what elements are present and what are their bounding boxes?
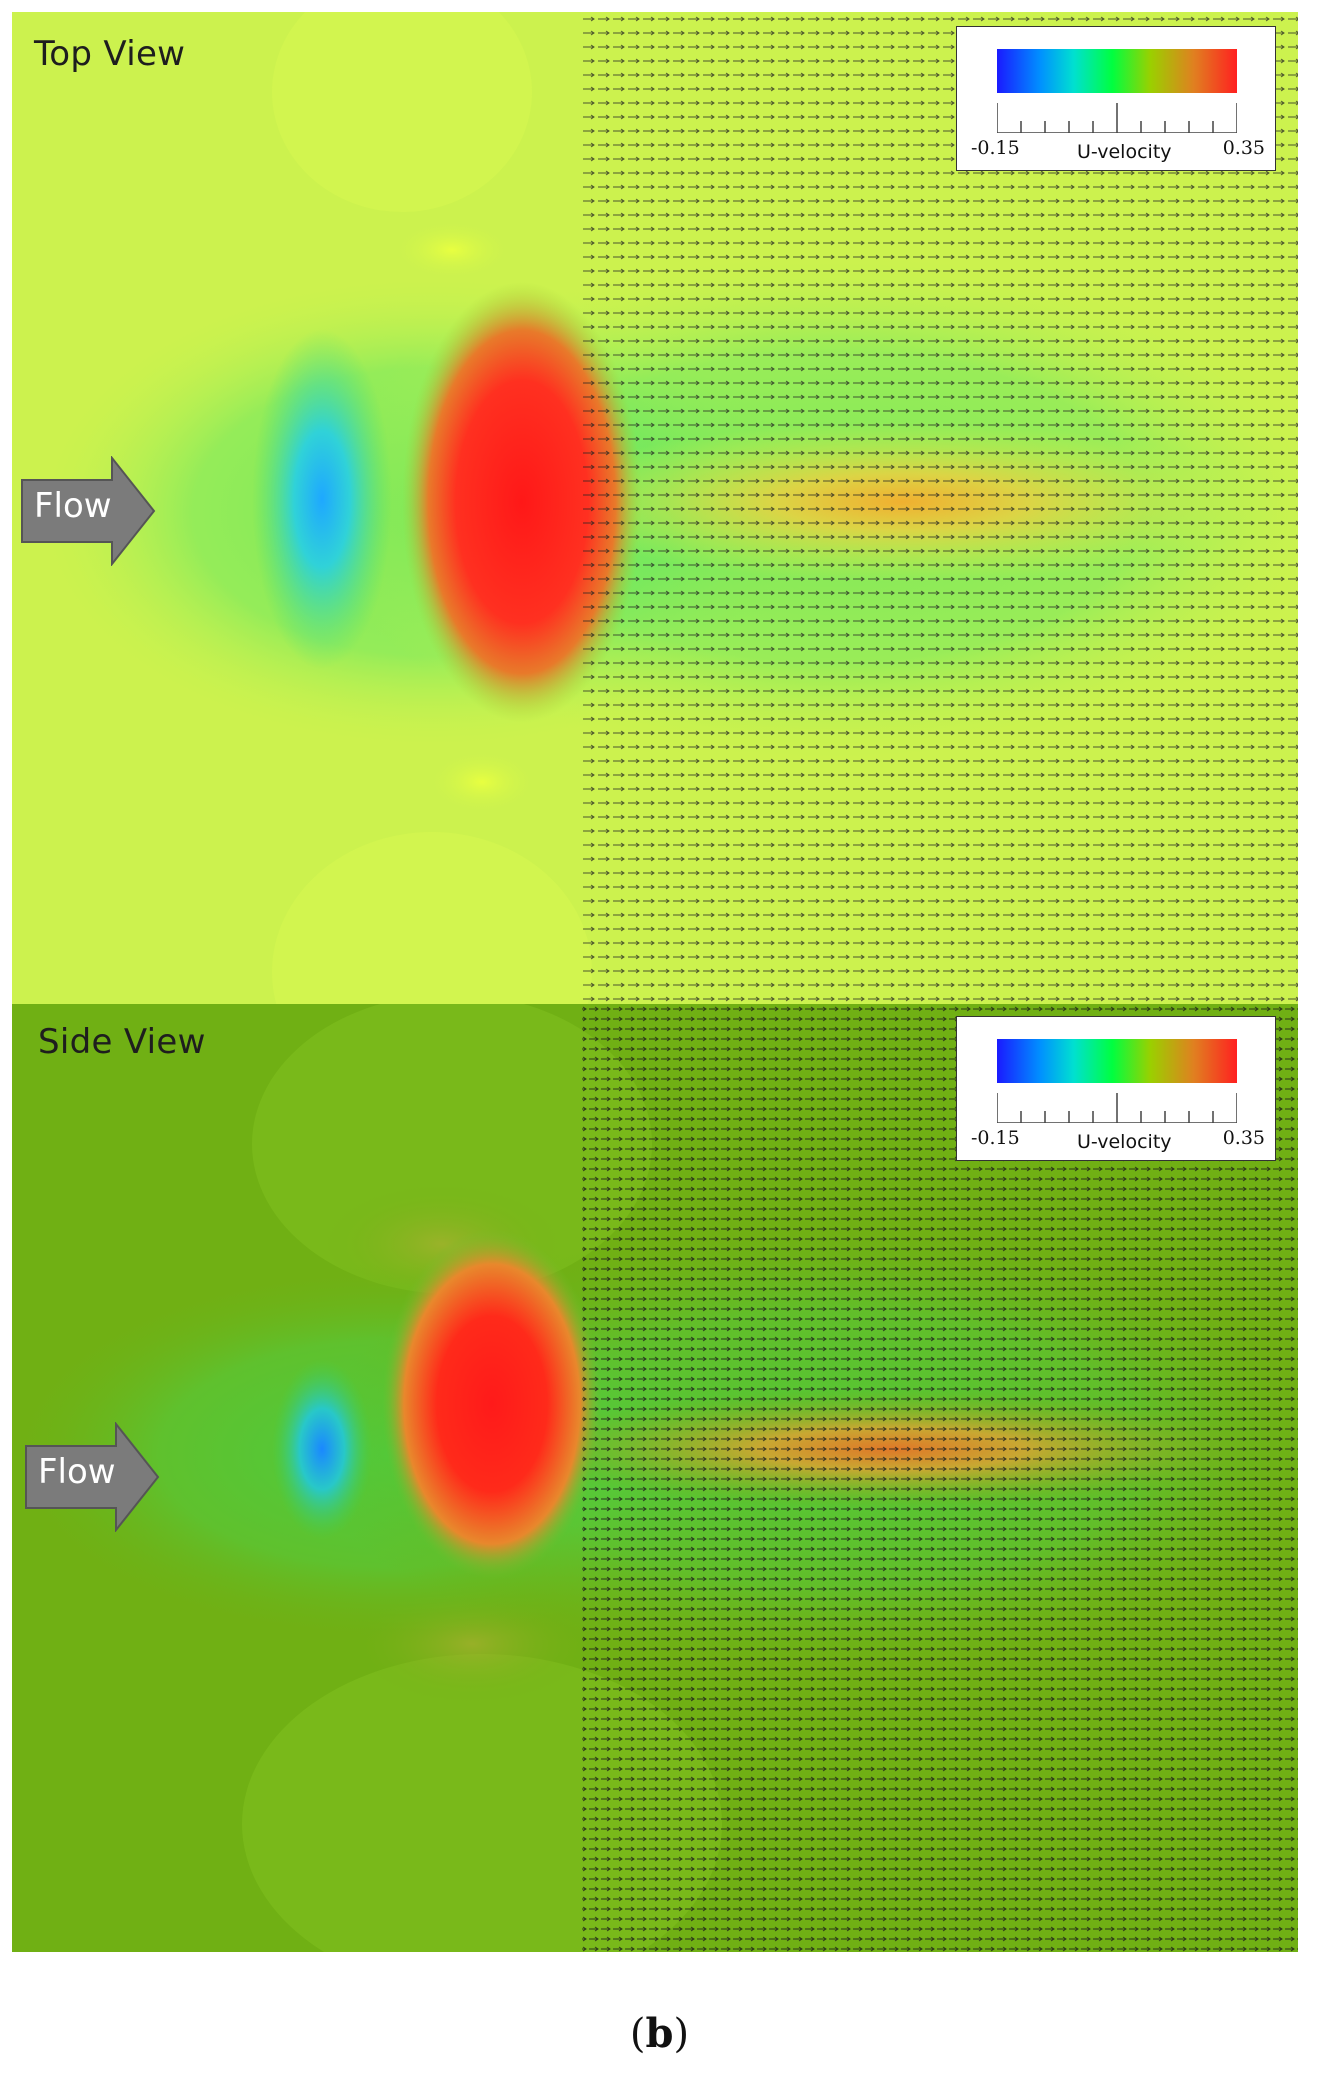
legend-title: U-velocity bbox=[1077, 1131, 1172, 1153]
flow-label: Flow bbox=[38, 1452, 116, 1492]
colorbar-gradient bbox=[997, 49, 1237, 93]
legend-title: U-velocity bbox=[1077, 141, 1172, 163]
top-view-panel: Top View -0.15 U-velocity 0.35 Flow bbox=[12, 12, 1298, 1004]
top-view-color-legend: -0.15 U-velocity 0.35 bbox=[956, 26, 1276, 171]
caption-letter: b bbox=[645, 2010, 674, 2057]
legend-min-label: -0.15 bbox=[971, 137, 1020, 159]
side-view-title: Side View bbox=[38, 1022, 206, 1062]
flow-arrow-icon bbox=[21, 455, 156, 567]
caption-close-paren: ) bbox=[673, 2011, 690, 2057]
colorbar-ticks bbox=[997, 1093, 1237, 1123]
legend-max-label: 0.35 bbox=[1222, 137, 1265, 159]
colorbar-ticks bbox=[997, 103, 1237, 133]
flow-arrow-icon bbox=[25, 1421, 160, 1533]
flow-label: Flow bbox=[34, 486, 112, 526]
legend-max-label: 0.35 bbox=[1222, 1127, 1265, 1149]
figure-caption: (b) bbox=[0, 2010, 1319, 2057]
side-view-flow-arrow: Flow bbox=[22, 1421, 162, 1536]
top-view-flow-arrow: Flow bbox=[18, 455, 158, 570]
side-view-panel: Side View -0.15 U-velocity 0.35 Flow bbox=[12, 1004, 1298, 1952]
legend-min-label: -0.15 bbox=[971, 1127, 1020, 1149]
side-view-color-legend: -0.15 U-velocity 0.35 bbox=[956, 1016, 1276, 1161]
top-view-title: Top View bbox=[34, 34, 186, 74]
side-view-contour-field bbox=[12, 1004, 1298, 1952]
caption-open-paren: ( bbox=[629, 2011, 646, 2057]
top-view-contour-field bbox=[12, 12, 1298, 1004]
colorbar-gradient bbox=[997, 1039, 1237, 1083]
